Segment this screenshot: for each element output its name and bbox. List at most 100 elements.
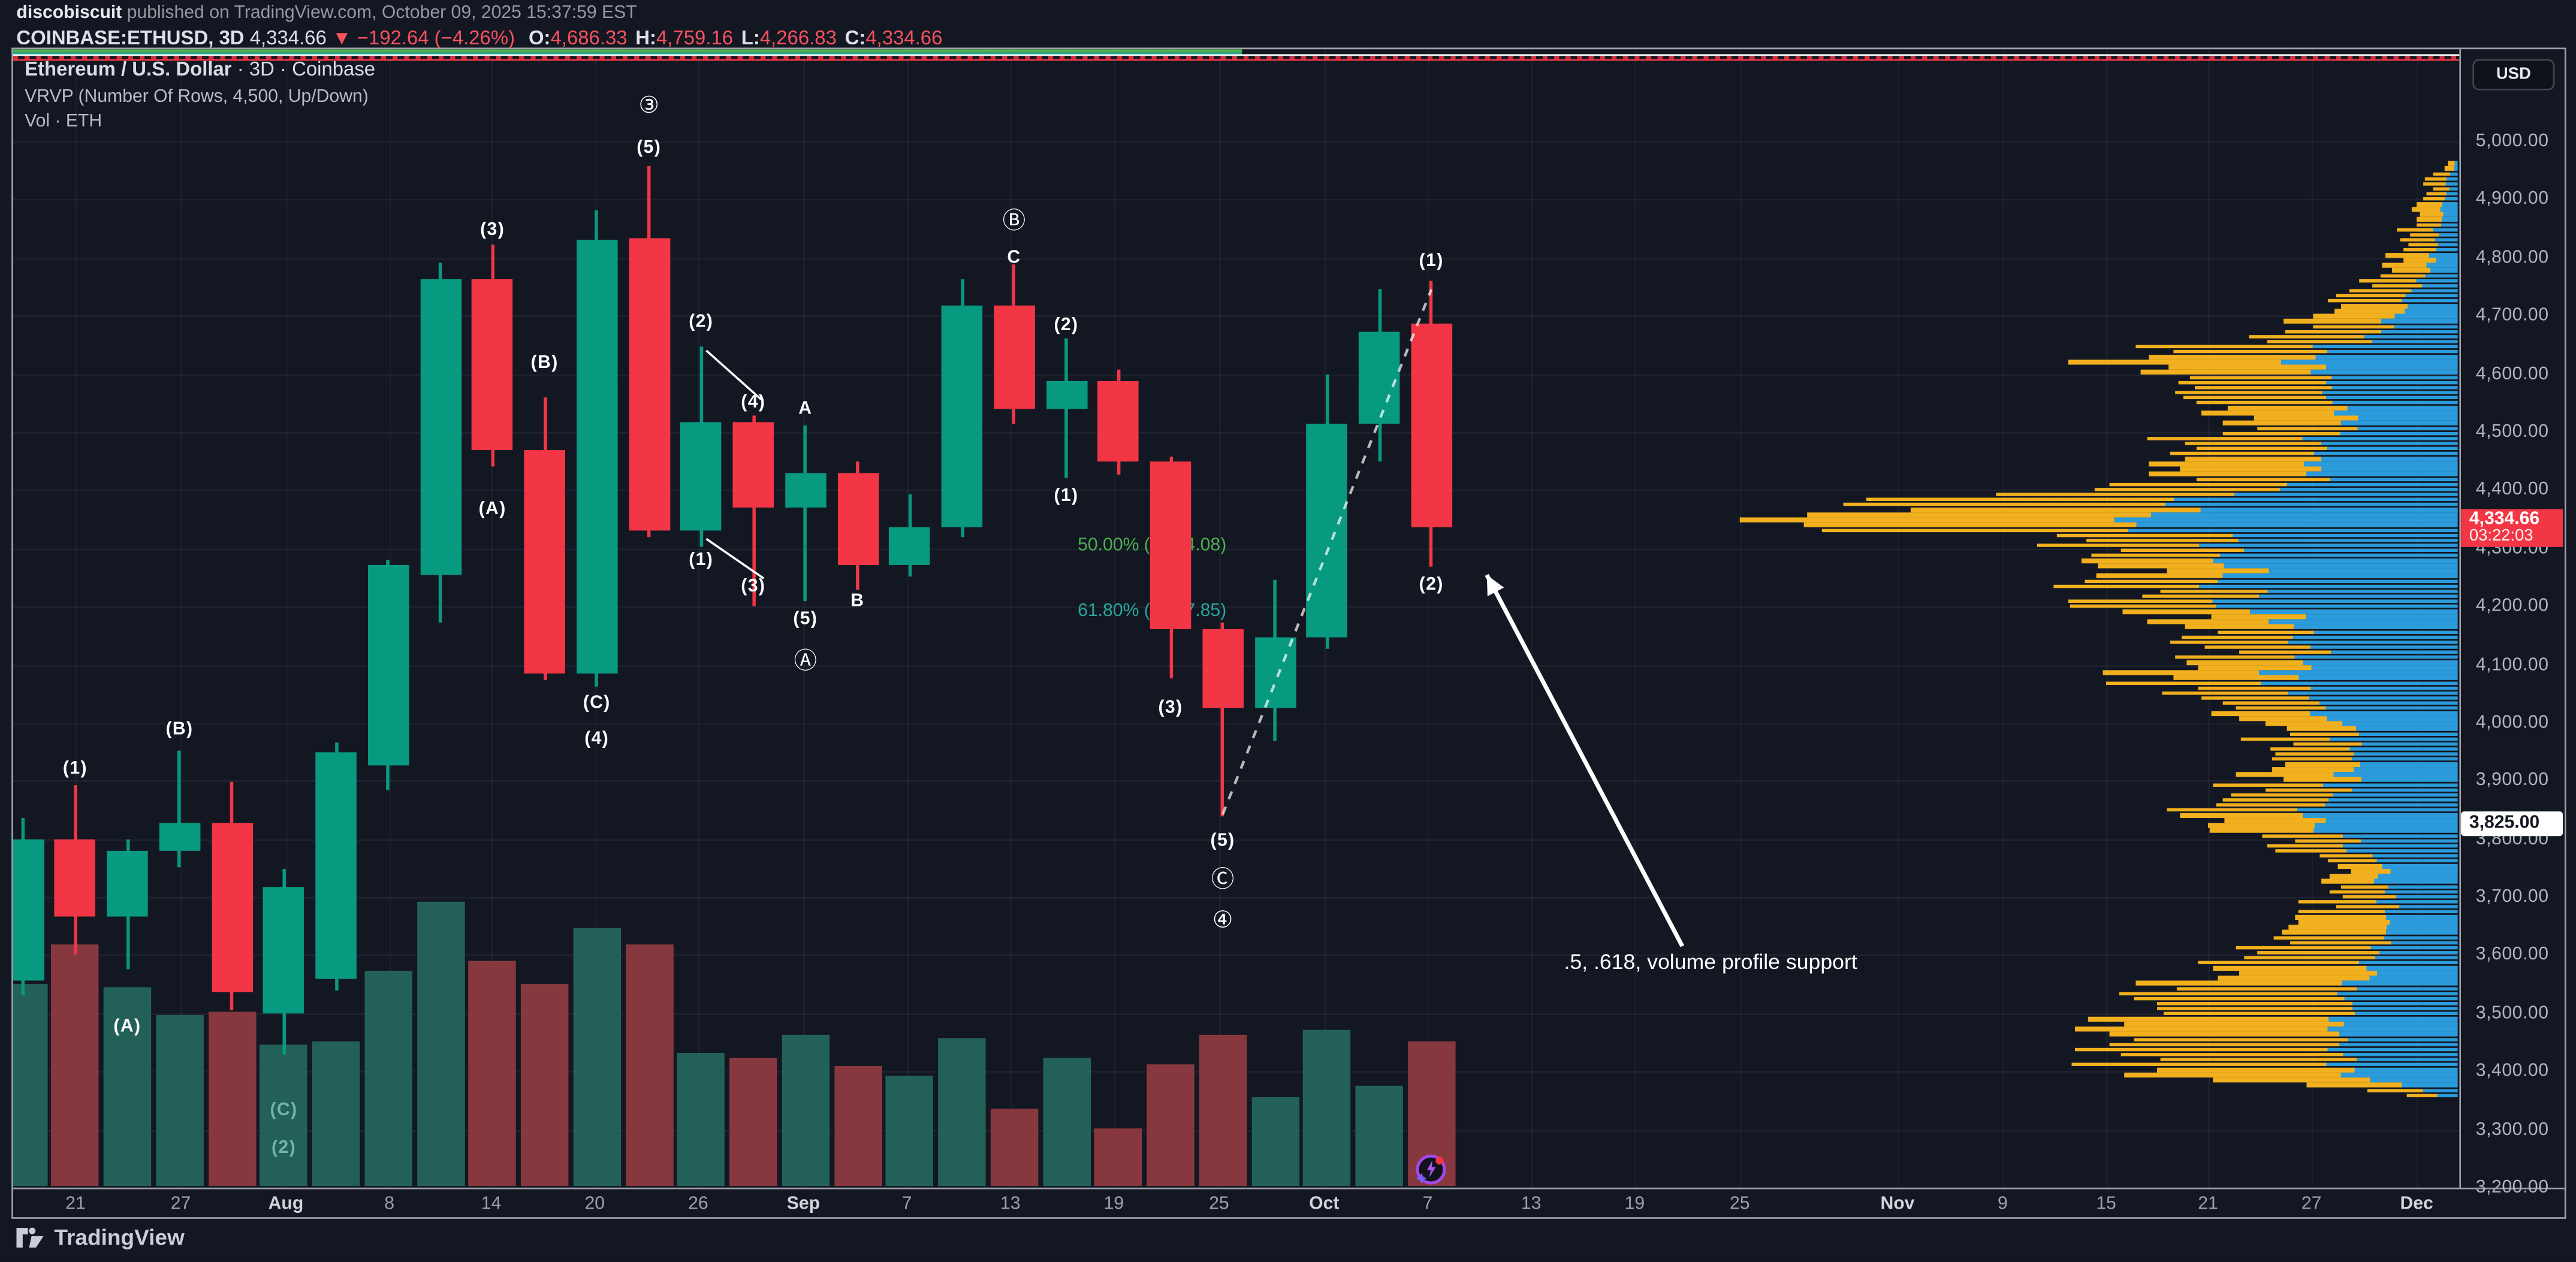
volume-profile-row — [2209, 828, 2458, 833]
volume-bar — [416, 901, 464, 1186]
ohlc-key: H: — [635, 25, 657, 49]
volume-profile-row — [2313, 314, 2458, 319]
legend-vrvp-row[interactable]: VRVP (Number Of Rows, 4,500, Up/Down) — [25, 86, 369, 106]
price-axis-label: 3,700.00 — [2475, 887, 2549, 907]
volume-profile-row — [2075, 1027, 2458, 1031]
volume-profile-row — [2207, 823, 2458, 828]
v-gridline — [2002, 49, 2005, 1188]
time-axis-label: 7 — [901, 1194, 912, 1214]
price-pane[interactable]: 50.00% (4,334.08)61.80% (4,187.85)(1)(A)… — [13, 49, 2460, 1188]
volume-profile-row — [2285, 762, 2458, 766]
volume-profile-row — [2273, 935, 2458, 940]
volume-bar — [572, 927, 621, 1186]
v-gridline — [1427, 49, 1429, 1188]
time-axis-label: Nov — [1880, 1194, 1915, 1214]
volume-profile-row — [2134, 1037, 2458, 1041]
volume-profile-row — [2235, 706, 2458, 711]
flash-badge-icon — [1414, 1153, 1447, 1186]
publish-info-line: discobiscuit published on TradingView.co… — [16, 3, 637, 23]
h-gridline — [13, 315, 2460, 318]
wave-label: (1) — [62, 759, 88, 779]
candle — [315, 753, 357, 979]
ohlc-key: L: — [741, 25, 760, 49]
legend-volume-row[interactable]: Vol · ETH — [25, 111, 102, 132]
volume-profile-row — [2071, 1062, 2458, 1067]
volume-profile-row — [2222, 701, 2458, 705]
candle — [367, 565, 409, 766]
currency-button[interactable]: USD — [2472, 59, 2555, 90]
volume-profile-row — [2091, 553, 2458, 558]
volume-profile-row — [2299, 920, 2458, 925]
legend-symbol-row[interactable]: Ethereum / U.S. Dollar · 3D · Coinbase — [25, 57, 376, 81]
wave-label: Ⓐ — [794, 647, 817, 673]
volume-profile-row — [2162, 691, 2458, 695]
candle — [159, 822, 200, 851]
volume-bar — [1042, 1058, 1090, 1186]
volume-profile-row — [2098, 563, 2458, 568]
volume-profile-row — [2379, 273, 2458, 278]
volume-profile-row — [2262, 834, 2458, 838]
time-axis-label: 27 — [2301, 1194, 2322, 1214]
volume-profile-row — [2236, 772, 2458, 777]
volume-profile-row — [2122, 609, 2458, 614]
volume-profile-row — [2217, 976, 2458, 980]
time-axis-label: 9 — [1997, 1194, 2008, 1214]
chart-legend[interactable]: Ethereum / U.S. Dollar · 3D · Coinbase V… — [25, 58, 375, 131]
time-axis-label: 8 — [384, 1194, 395, 1214]
volume-profile-row — [2163, 1012, 2458, 1016]
tradingview-footer: TradingView — [16, 1225, 185, 1250]
volume-profile-row — [2124, 1022, 2458, 1026]
time-axis-label: Dec — [2400, 1194, 2433, 1214]
volume-profile-row — [2254, 416, 2458, 421]
time-axis-label: 27 — [170, 1194, 191, 1214]
price-axis-label: 3,500.00 — [2475, 1003, 2549, 1024]
volume-profile-row — [2307, 1083, 2458, 1088]
volume-profile-row — [2135, 345, 2458, 349]
volume-profile-row — [2196, 446, 2458, 451]
price-axis-label: 4,200.00 — [2475, 596, 2549, 617]
wave-label: (C) — [583, 692, 611, 712]
volume-profile-row — [2266, 721, 2458, 726]
volume-profile-row — [1804, 523, 2458, 527]
volume-profile-row — [1843, 502, 2458, 507]
volume-profile-row — [2212, 966, 2458, 970]
price-axis[interactable]: USD 3,200.00 3,300.00 3,400.00 3,500.00 3,60… — [2461, 49, 2565, 1197]
h-gridline — [13, 373, 2460, 376]
wave-label: (5) — [637, 137, 662, 157]
time-axis-label: Oct — [1309, 1194, 1340, 1214]
volume-profile-row — [2409, 233, 2458, 237]
volume-profile-row — [2197, 401, 2458, 405]
time-axis[interactable]: 21 27 Aug 8 14 20 26 Sep 7 13 19 25 Oct 7 13 19 25 Nov 9 15… — [13, 1189, 2459, 1219]
volume-profile-row — [2295, 838, 2458, 843]
wave-label: Ⓒ — [1211, 865, 1235, 892]
volume-profile-row — [2147, 436, 2458, 441]
volume-profile-row — [2109, 1042, 2458, 1047]
volume-profile-row — [2294, 742, 2458, 746]
volume-profile-row — [2086, 538, 2458, 543]
volume-profile-row — [2276, 752, 2458, 756]
volume-profile-row — [2070, 604, 2458, 609]
wave-label: (2) — [1054, 315, 1079, 335]
wave-label: (3) — [480, 219, 505, 240]
zigzag-segment — [705, 538, 765, 579]
wave-label: (B) — [530, 353, 559, 373]
volume-profile-row — [2185, 457, 2458, 461]
volume-profile-row — [2196, 477, 2458, 482]
volume-profile-row — [2179, 467, 2458, 472]
candle-wick — [177, 750, 182, 867]
candle — [941, 305, 983, 528]
volume-profile-row — [2121, 548, 2458, 553]
volume-profile-row — [2053, 584, 2458, 588]
volume-profile-row — [2272, 757, 2458, 762]
candle — [837, 473, 879, 564]
volume-profile-row — [2109, 482, 2458, 487]
volume-profile-row — [2068, 599, 2458, 604]
volume-profile-row — [2403, 248, 2458, 252]
arrow-line — [1485, 573, 1685, 947]
fib-line-50.00% — [13, 49, 1242, 52]
volume-profile-row — [2342, 884, 2458, 889]
volume-profile-row — [2215, 803, 2458, 807]
price-change: −192.64 (−4.26%) — [357, 25, 515, 49]
candle — [993, 305, 1035, 409]
volume-profile-row — [2424, 177, 2458, 181]
